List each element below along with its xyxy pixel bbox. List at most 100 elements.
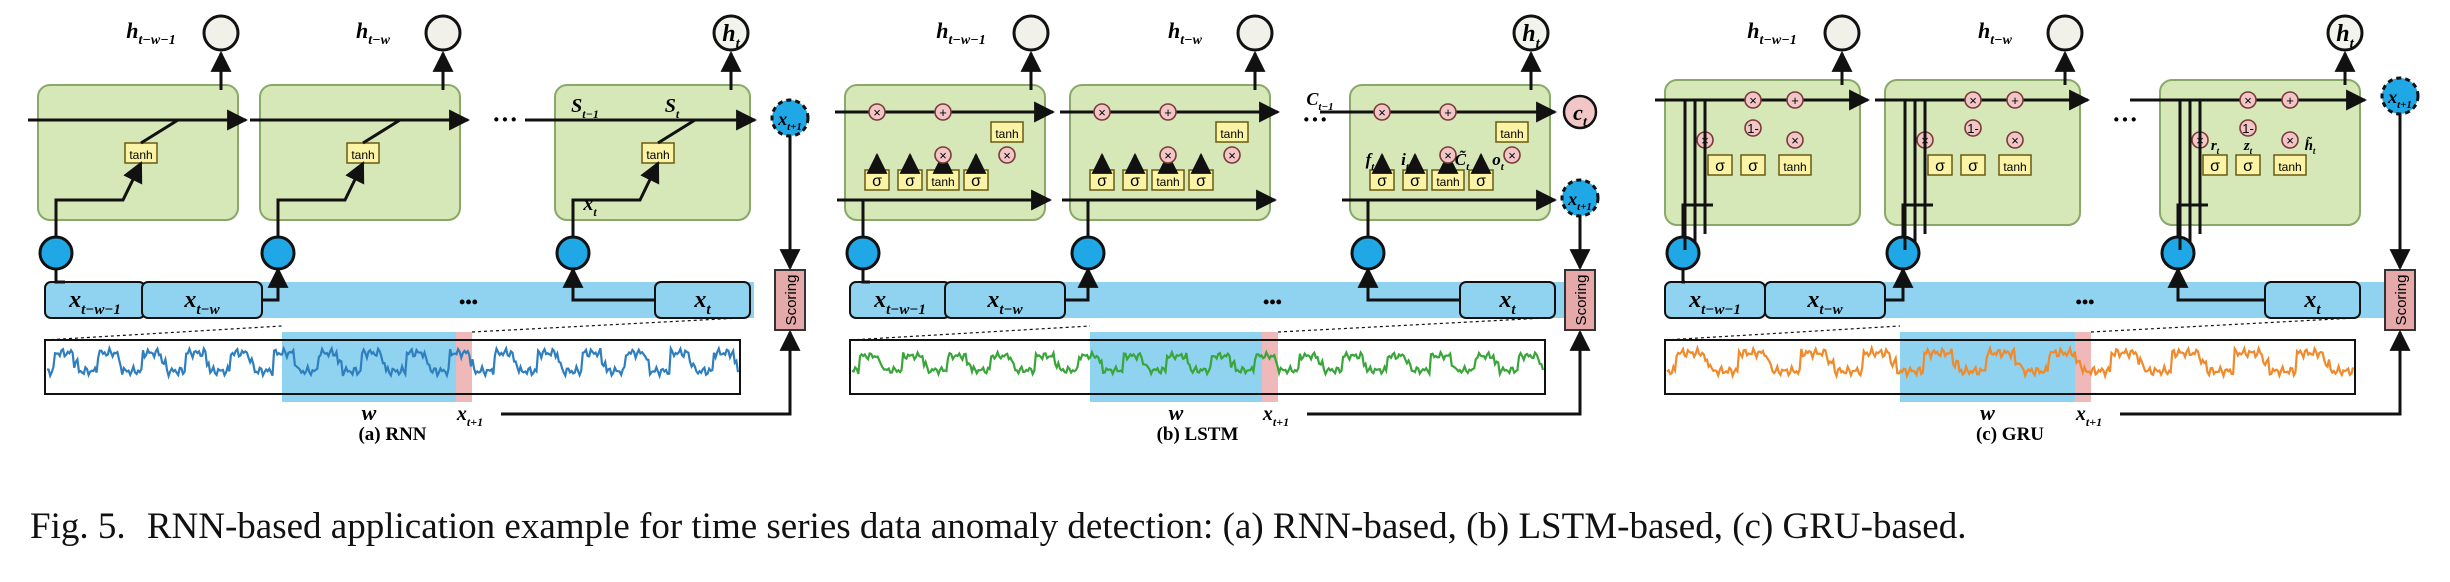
output-node-0 <box>1823 14 1861 52</box>
cand-mul-0-symbol: × <box>1791 133 1799 148</box>
cell-add-2-symbol: + <box>1444 105 1452 120</box>
tanh-out-1 <box>362 118 401 145</box>
lstm-gate-1-1-label: σ <box>1130 173 1140 190</box>
update-mul-1 <box>1964 91 1982 109</box>
forget-mul-0 <box>868 103 886 121</box>
lstm-gate-symbol-2: C̃t <box>1455 150 1470 173</box>
caption-text: RNN-based application example for time s… <box>146 506 1967 547</box>
input-mul-2 <box>1439 146 1457 164</box>
output-mul-2 <box>1503 146 1521 164</box>
time-series-line <box>1666 344 2355 381</box>
update-mul-2 <box>2239 91 2257 109</box>
output-mul-2-symbol: × <box>1508 148 1516 163</box>
tanh-gate-0-label: tanh <box>129 148 152 162</box>
window-guide-left <box>849 325 1091 341</box>
input-to-node-2 <box>1357 266 1460 302</box>
input-ellipsis: ••• <box>2076 292 2095 312</box>
input-to-node-1 <box>1885 266 1914 302</box>
output-label-2: ht <box>722 21 740 52</box>
cand-mul-2-symbol: × <box>2286 133 2294 148</box>
cell-state-label: Ct−1 <box>1306 89 1333 113</box>
scoring-box <box>1564 269 1596 331</box>
forget-mul-1 <box>1093 103 1111 121</box>
forget-mul-0-symbol: × <box>873 105 881 120</box>
cell-input-label: xt <box>582 193 597 219</box>
gru-gate-1-2-label: tanh <box>2003 160 2026 174</box>
input-link-0 <box>1681 203 1713 237</box>
cell-tanh-1-label: tanh <box>1220 127 1243 141</box>
next-point-label: xt+1 <box>2075 403 2102 429</box>
input-to-node-0 <box>861 269 870 284</box>
time-series-line <box>46 344 740 380</box>
forget-mul-2-symbol: × <box>1378 105 1386 120</box>
cell-state-output-label: ct <box>1573 100 1588 130</box>
input-label-2: xt <box>1498 287 1516 318</box>
window-highlight <box>282 332 456 402</box>
scoring-box <box>774 269 806 331</box>
gru-gate-1-1-label: σ <box>1968 158 1978 175</box>
input-label-2: xt <box>2303 287 2321 318</box>
next-input-label: xt+1 <box>1567 189 1592 213</box>
lstm-gate-0-2-label: tanh <box>931 175 954 189</box>
hidden-add-2 <box>2281 91 2299 109</box>
window-guide-right <box>471 317 741 333</box>
input-mul-0 <box>934 146 952 164</box>
tanh-out-2 <box>657 118 696 145</box>
one-minus-2-symbol: 1- <box>2242 121 2254 136</box>
next-point-highlight <box>1262 332 1278 402</box>
input-to-node-1 <box>1065 266 1099 302</box>
window-guide-left <box>1664 325 1901 341</box>
input-label-0: xt−w−1 <box>873 287 926 318</box>
scoring-label: Scoring <box>1573 275 1590 326</box>
next-point-highlight <box>2075 332 2091 402</box>
input-ellipsis: ••• <box>1263 292 1282 312</box>
input-mul-1 <box>1159 146 1177 164</box>
window-highlight <box>1090 332 1262 402</box>
input-to-node-2 <box>2167 266 2265 302</box>
window-guide-left <box>44 325 283 341</box>
input-to-node-1 <box>262 266 289 302</box>
gru-gate-0-0-label: σ <box>1715 158 1725 175</box>
input-node-1 <box>260 235 296 271</box>
output-label-1: ht−w <box>1168 18 1203 48</box>
next-point-highlight <box>456 332 472 402</box>
cand-mul-2 <box>2281 131 2299 149</box>
caption-prefix: Fig. 5. <box>30 506 126 547</box>
series-box <box>849 339 1546 395</box>
input-mul-2-symbol: × <box>1444 148 1452 163</box>
panel-label: (b) LSTM <box>1157 424 1239 445</box>
gru-gate-2-2-label: tanh <box>2278 160 2301 174</box>
window-guide-right <box>1277 317 1546 333</box>
cell-tanh-0 <box>990 121 1024 143</box>
cell-add-2 <box>1439 103 1457 121</box>
series-box <box>1664 339 2356 395</box>
output-label-2: ht <box>2336 21 2354 52</box>
input-to-node-0 <box>1681 269 1685 284</box>
cell-tanh-0-label: tanh <box>995 127 1018 141</box>
next-input-label: xt+1 <box>2387 87 2412 111</box>
scoring-label: Scoring <box>783 275 800 326</box>
hidden-add-1 <box>2006 91 2024 109</box>
cell-tanh-2-label: tanh <box>1500 127 1523 141</box>
input-label-0: xt−w−1 <box>1688 287 1741 318</box>
one-minus-1 <box>1964 119 1982 137</box>
next-point-label: xt+1 <box>1262 403 1289 429</box>
output-label-2: ht <box>1522 21 1540 52</box>
input-link-1 <box>1901 203 1933 237</box>
input-mul-1-symbol: × <box>1164 148 1172 163</box>
update-mul-1-symbol: × <box>1969 93 1977 108</box>
lstm-gate-symbol-3: ot <box>1492 150 1505 173</box>
cand-mul-0 <box>1786 131 1804 149</box>
cell-ellipsis: ··· <box>492 105 518 134</box>
hidden-add-0 <box>1786 91 1804 109</box>
state-label-curr: St <box>665 95 680 121</box>
next-point-to-scoring <box>1307 329 1591 416</box>
figure-caption: Fig. 5. RNN-based application example fo… <box>30 505 2420 548</box>
input-node-2 <box>1350 235 1386 271</box>
input-mul-0-symbol: × <box>939 148 947 163</box>
gru-gate-symbol-1: zt <box>2243 138 2253 156</box>
input-label-0: xt−w−1 <box>68 287 121 318</box>
lstm-gate-2-3-label: σ <box>1476 173 1486 190</box>
gru-gate-symbol-2: h̃t <box>2305 136 2316 156</box>
output-label-1: ht−w <box>1978 18 2013 48</box>
